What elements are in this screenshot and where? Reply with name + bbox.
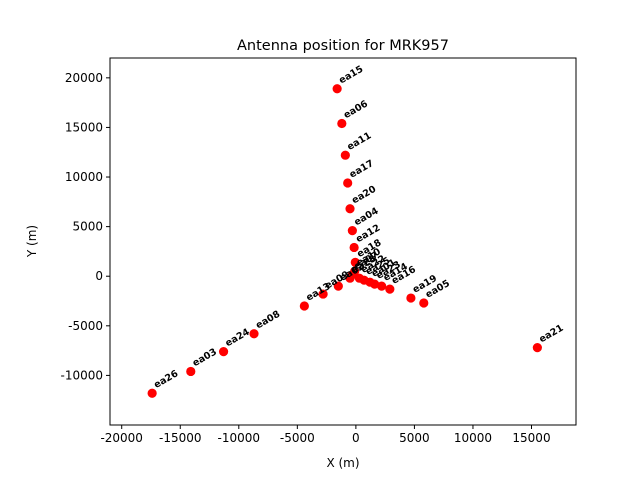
- x-tick-label: -5000: [280, 431, 315, 445]
- antenna-point: [347, 225, 357, 236]
- x-axis-ticks: -20000 -15000 -10000 -5000 0 5000 10000 15000: [100, 425, 551, 445]
- antenna-point: [249, 329, 259, 339]
- y-tick-label: 15000: [65, 120, 103, 134]
- y-tick-label: 10000: [65, 170, 103, 184]
- points-layer: [147, 84, 542, 398]
- antenna-point: [349, 242, 359, 253]
- y-tick-label: 20000: [65, 71, 103, 85]
- x-tick-label: 5000: [399, 431, 430, 445]
- y-tick-label: 0: [95, 269, 103, 283]
- antenna-point: [419, 298, 429, 308]
- antenna-point: [340, 150, 350, 160]
- y-tick-label: -10000: [60, 368, 103, 382]
- antenna-point: [532, 343, 542, 353]
- plot-frame: [109, 57, 577, 426]
- antenna-point: [218, 347, 229, 357]
- y-axis-ticks: -10000 -5000 0 5000 10000 15000 20000: [60, 71, 110, 382]
- antenna-point: [318, 289, 328, 299]
- antenna-point: [332, 84, 342, 94]
- x-tick-label: 15000: [512, 431, 550, 445]
- antenna-point: [147, 388, 157, 398]
- antenna-point: [186, 366, 196, 377]
- antenna-point: [370, 279, 380, 289]
- x-axis-label: X (m): [326, 456, 359, 470]
- x-tick-label: 10000: [454, 431, 492, 445]
- antenna-point: [406, 293, 416, 303]
- antenna-point: [350, 257, 360, 267]
- antenna-point: [343, 178, 353, 188]
- chart-title: Antenna position for MRK957: [237, 38, 449, 54]
- antenna-point: [337, 118, 347, 129]
- antenna-point: [377, 281, 387, 291]
- x-tick-label: -10000: [218, 431, 261, 445]
- x-tick-label: 0: [352, 431, 360, 445]
- y-axis-label: Y (m): [25, 225, 39, 258]
- antenna-point: [345, 204, 355, 214]
- x-tick-label: -15000: [159, 431, 202, 445]
- y-tick-label: -5000: [68, 319, 103, 333]
- x-tick-label: -20000: [100, 431, 143, 445]
- antenna-point: [385, 284, 395, 294]
- antenna-point: [299, 301, 309, 311]
- antenna-point: [333, 281, 343, 291]
- y-tick-label: 5000: [72, 220, 103, 234]
- antenna-point: [345, 273, 355, 283]
